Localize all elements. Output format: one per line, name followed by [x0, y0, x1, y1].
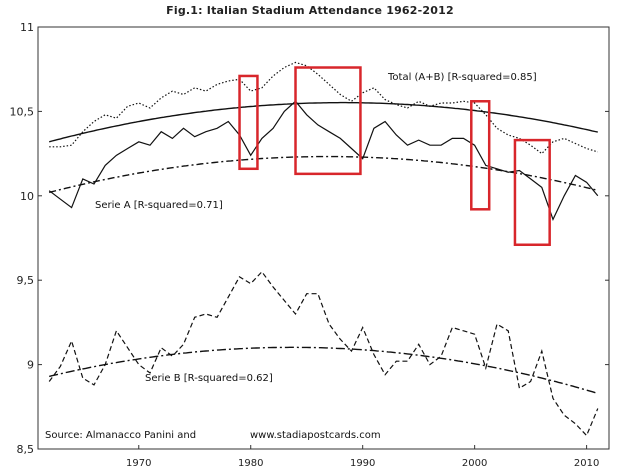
- y-tick-label: 11: [20, 21, 34, 34]
- highlight-box-0: [238, 74, 259, 171]
- x-tick-label: 1970: [126, 458, 151, 469]
- x-tick-label: 2010: [574, 458, 599, 469]
- highlight-boxes: [238, 66, 551, 247]
- x-tick-label: 1990: [350, 458, 375, 469]
- labels: Total (A+B) [R-squared=0.85] Serie A [R-s…: [45, 72, 537, 441]
- series-trend-label: Serie B [R-squared=0.62]: [145, 373, 273, 384]
- y-tick-label: 10: [20, 190, 34, 203]
- trendline-2: [49, 346, 598, 395]
- y-tick-label: 9: [27, 359, 34, 372]
- series-lines: [48, 61, 599, 437]
- source-text: Source: Almanacco Panini and: [45, 430, 196, 441]
- series-trend-label: Serie A [R-squared=0.71]: [95, 200, 223, 211]
- highlight-box-2: [470, 100, 491, 211]
- highlight-box-3: [513, 138, 551, 247]
- plot-frame: [37, 26, 610, 450]
- x-tick-label: 2000: [462, 458, 487, 469]
- trendline-0: [49, 101, 598, 143]
- x-tick-label: 1980: [238, 458, 263, 469]
- y-tick-label: 10,5: [10, 105, 35, 118]
- axes: 8,5 9 9,5 10 10,5 11 1970 1980 1990 2000 2010: [10, 21, 610, 469]
- series-line-2: [48, 270, 599, 437]
- y-tick-label: 9,5: [17, 274, 35, 287]
- series-trend-label: Total (A+B) [R-squared=0.85]: [387, 72, 537, 83]
- y-tick-label: 8,5: [17, 443, 35, 456]
- chart-title: Fig.1: Italian Stadium Attendance 1962-2…: [166, 4, 454, 17]
- highlight-box-1: [294, 66, 362, 176]
- source-url: www.stadiapostcards.com: [250, 430, 381, 441]
- series-line-1: [48, 100, 599, 221]
